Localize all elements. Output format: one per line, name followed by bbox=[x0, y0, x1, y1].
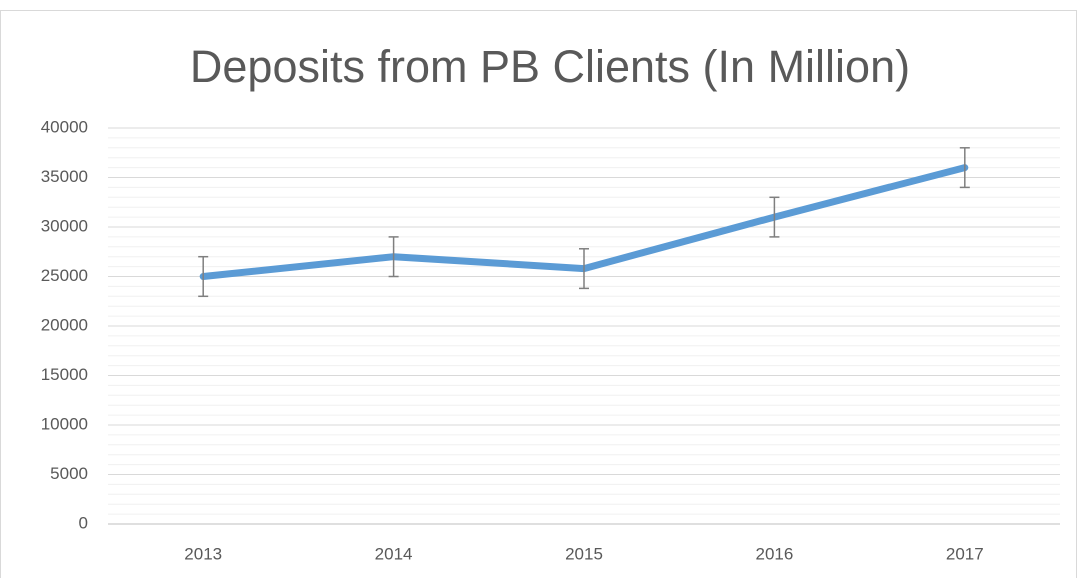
error-bar bbox=[579, 248, 589, 290]
y-tick-label: 20000 bbox=[41, 315, 88, 334]
y-tick-label: 40000 bbox=[41, 117, 88, 136]
error-bar bbox=[388, 236, 399, 278]
y-tick-label: 35000 bbox=[41, 167, 88, 186]
chart-title: Deposits from PB Clients (In Million) bbox=[190, 41, 910, 92]
x-tick-label: 2016 bbox=[755, 544, 793, 563]
y-tick-label: 15000 bbox=[41, 365, 88, 384]
x-tick-label: 2015 bbox=[565, 544, 603, 563]
y-tick-label: 5000 bbox=[50, 464, 88, 483]
y-tick-label: 10000 bbox=[41, 414, 88, 433]
y-tick-label: 0 bbox=[79, 513, 88, 532]
error-bar bbox=[959, 147, 970, 189]
x-tick-label: 2014 bbox=[375, 544, 413, 563]
y-tick-label: 30000 bbox=[41, 216, 88, 235]
x-tick-label: 2017 bbox=[946, 544, 984, 563]
error-bar bbox=[198, 255, 209, 298]
chart-border bbox=[0, 10, 1077, 578]
x-tick-label: 2013 bbox=[184, 544, 222, 563]
y-tick-label: 25000 bbox=[41, 266, 88, 285]
error-bar bbox=[769, 196, 780, 238]
